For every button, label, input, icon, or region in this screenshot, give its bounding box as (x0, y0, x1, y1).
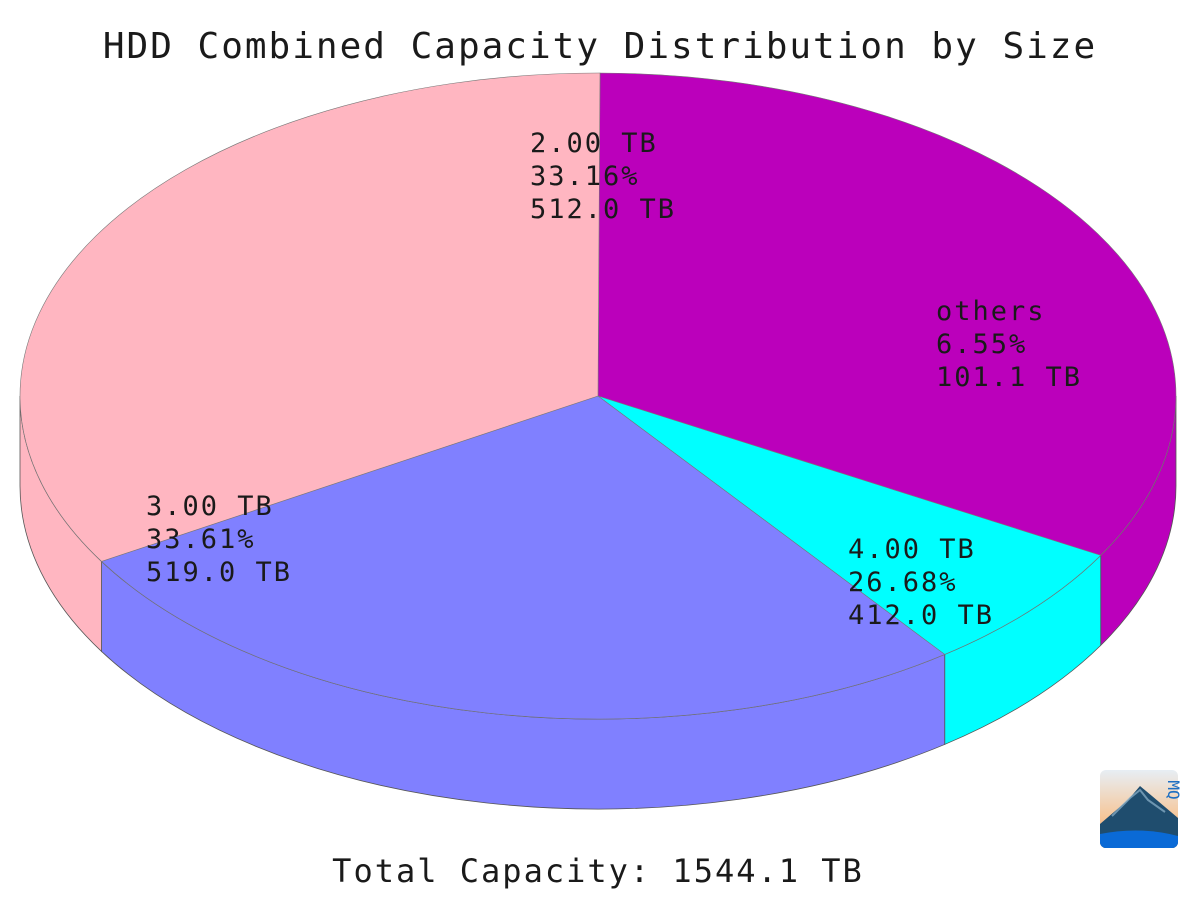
slice-percent: 33.61% (146, 524, 256, 555)
slice-percent: 6.55% (936, 329, 1027, 360)
mountain-logo-icon: MQ (1100, 770, 1183, 848)
slice-category: 3.00 TB (146, 491, 274, 522)
slice-value: 512.0 TB (530, 194, 676, 225)
slice-category: 4.00 TB (848, 534, 976, 565)
slice-label: 3.00 TB 33.61% 519.0 TB (146, 491, 292, 588)
logo-text: MQ (1164, 780, 1183, 799)
slice-value: 101.1 TB (936, 362, 1082, 393)
pie-slice (597, 72, 1177, 556)
pie-slice (19, 72, 601, 562)
total-capacity-label: Total Capacity: 1544.1 TB (332, 852, 864, 890)
slice-label: 2.00 TB 33.16% 512.0 TB (530, 128, 676, 225)
pie-sides (19, 395, 1177, 810)
pie-labels: 2.00 TB 33.16% 512.0 TB others 6.55% 101.1 TB… (146, 128, 1082, 631)
slice-category: others (936, 296, 1046, 327)
slice-percent: 26.68% (848, 567, 958, 598)
pie-tops (19, 72, 1177, 720)
pie-slice (100, 395, 946, 720)
chart-title: HDD Combined Capacity Distribution by Si… (103, 26, 1097, 67)
slice-value: 519.0 TB (146, 557, 292, 588)
slice-label: others 6.55% 101.1 TB (936, 296, 1082, 393)
slice-percent: 33.16% (530, 161, 640, 192)
slice-category: 2.00 TB (530, 128, 658, 159)
pie-slice (597, 395, 1102, 655)
slice-label: 4.00 TB 26.68% 412.0 TB (848, 534, 994, 631)
slice-value: 412.0 TB (848, 600, 994, 631)
